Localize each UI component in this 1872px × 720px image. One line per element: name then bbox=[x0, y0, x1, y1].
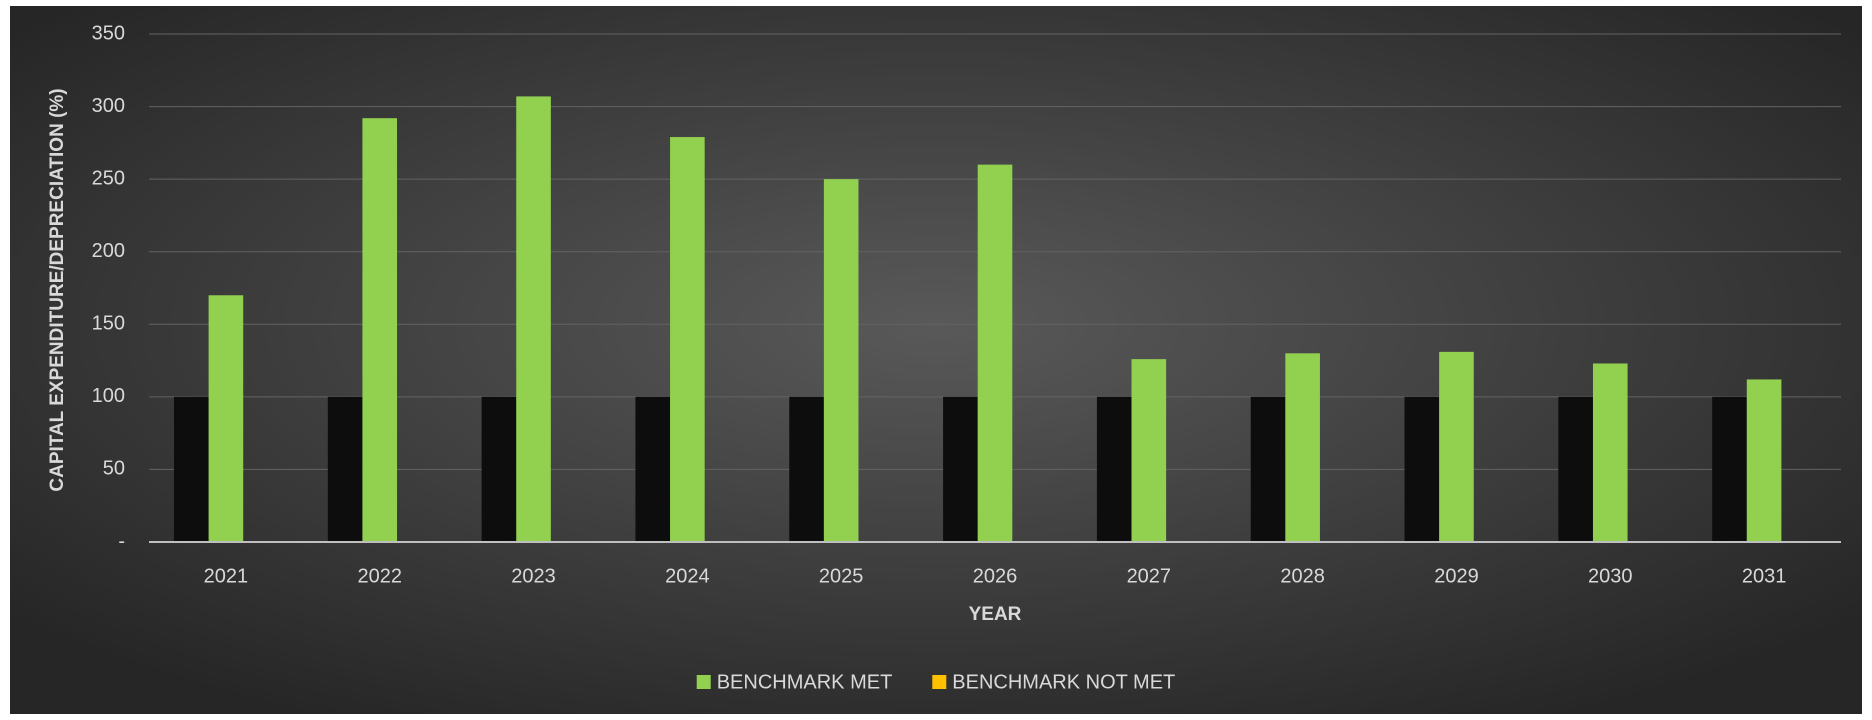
bar bbox=[362, 118, 398, 542]
legend-swatch bbox=[932, 675, 947, 689]
legend-swatch bbox=[696, 675, 711, 689]
y-tick-label: 250 bbox=[92, 167, 125, 189]
bar bbox=[1131, 359, 1167, 542]
bar bbox=[1746, 379, 1782, 542]
x-tick-label: 2021 bbox=[204, 565, 249, 587]
legend-label: BENCHMARK NOT MET bbox=[952, 671, 1175, 693]
bar bbox=[1404, 396, 1440, 542]
bar bbox=[327, 396, 363, 542]
bar bbox=[1439, 351, 1474, 542]
legend-label: BENCHMARK MET bbox=[717, 671, 893, 693]
y-tick-label: 300 bbox=[92, 95, 125, 117]
bar bbox=[635, 396, 671, 542]
x-tick-label: 2022 bbox=[357, 565, 402, 587]
x-tick-label: 2025 bbox=[819, 565, 864, 587]
bar bbox=[1096, 396, 1132, 542]
y-tick-label: 150 bbox=[92, 313, 125, 335]
y-tick-label: - bbox=[118, 530, 125, 552]
y-tick-label: 350 bbox=[92, 22, 125, 44]
y-tick-label: 100 bbox=[92, 385, 125, 407]
bar bbox=[208, 295, 244, 542]
bar bbox=[1712, 396, 1747, 542]
bar bbox=[1558, 396, 1593, 542]
bar bbox=[943, 396, 978, 542]
bar bbox=[481, 396, 517, 542]
bar bbox=[1285, 353, 1320, 542]
bar bbox=[977, 164, 1013, 542]
y-tick-label: 200 bbox=[92, 240, 125, 262]
bar bbox=[789, 396, 824, 542]
x-tick-label: 2023 bbox=[511, 565, 556, 587]
y-axis-title: CAPITAL EXPENDITURE/DEPRECIATION (%) bbox=[47, 88, 68, 491]
x-tick-label: 2030 bbox=[1588, 565, 1633, 587]
x-tick-label: 2029 bbox=[1434, 565, 1479, 587]
x-tick-label: 2028 bbox=[1280, 565, 1325, 587]
x-tick-label: 2024 bbox=[665, 565, 710, 587]
bar bbox=[1592, 363, 1628, 542]
x-tick-label: 2026 bbox=[973, 565, 1018, 587]
x-tick-label: 2031 bbox=[1742, 565, 1787, 587]
bar bbox=[670, 137, 705, 542]
bar bbox=[173, 396, 209, 542]
bar bbox=[823, 179, 859, 542]
bar bbox=[1250, 396, 1286, 542]
x-tick-label: 2027 bbox=[1127, 565, 1172, 587]
y-tick-label: 50 bbox=[103, 458, 125, 480]
x-axis-title: YEAR bbox=[969, 604, 1022, 625]
chart-background bbox=[10, 6, 1862, 714]
bar bbox=[516, 96, 551, 542]
